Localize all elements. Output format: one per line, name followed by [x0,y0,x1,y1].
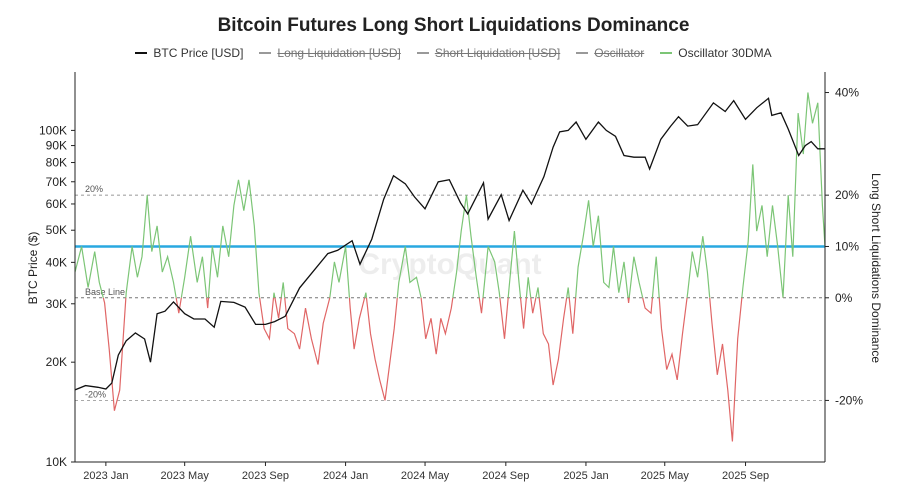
legend-swatch [259,52,272,54]
legend-swatch [135,52,148,54]
left-tick-label: 20K [46,355,67,369]
reference-line-label: Base Line [85,287,125,297]
left-tick-label: 70K [46,175,67,189]
left-tick-label: 10K [46,455,67,469]
left-tick-label: 100K [39,123,67,137]
left-tick-label: 30K [46,297,67,311]
left-tick-label: 50K [46,223,67,237]
right-tick-label: -20% [835,393,863,407]
x-tick-label: 2024 Jan [323,470,368,482]
legend-item[interactable]: Oscillator 30DMA [660,46,772,60]
legend-swatch [660,52,673,54]
reference-line-label: -20% [85,389,106,399]
legend-label: Oscillator 30DMA [678,46,772,60]
legend-item[interactable]: Oscillator [576,46,644,60]
x-tick-label: 2025 Sep [722,470,769,482]
right-tick-label: 0% [835,291,853,305]
legend-swatch [416,52,429,54]
legend-item[interactable]: BTC Price [USD] [135,46,243,60]
watermark: CryptoQuant [358,248,541,281]
legend-label: BTC Price [USD] [153,46,244,60]
left-tick-label: 60K [46,197,67,211]
right-tick-label: 20% [835,188,859,202]
x-tick-label: 2024 May [401,470,450,482]
left-tick-label: 90K [46,139,67,153]
left-axis-title: BTC Price ($) [26,232,40,305]
x-tick-label: 2023 Jan [83,470,128,482]
x-tick-label: 2023 May [161,470,210,482]
btc-price-line [74,97,825,391]
legend-item[interactable]: Short Liquidation [USD] [416,46,561,60]
left-tick-label: 80K [46,156,67,170]
x-tick-label: 2024 Sep [482,470,529,482]
legend-label: Oscillator [594,46,645,60]
oscillator-30dma-positive-line [75,92,825,298]
legend-swatch [576,52,589,54]
x-tick-label: 2023 Sep [242,470,289,482]
right-tick-label: 10% [835,239,859,253]
left-tick-label: 40K [46,255,67,269]
right-tick-label: 40% [835,86,859,100]
x-tick-label: 2025 May [641,470,690,482]
legend-label: Short Liquidation [USD] [434,46,561,60]
right-axis-title: Long Short Liquidations Dominance [869,173,883,363]
reference-line-label: 20% [85,184,103,194]
legend: BTC Price [USD] Long Liquidation [USD] Sho… [0,46,907,60]
x-tick-label: 2025 Jan [563,470,608,482]
legend-item[interactable]: Long Liquidation [USD] [259,46,401,60]
legend-label: Long Liquidation [USD] [277,46,401,60]
oscillator-30dma-negative-line [102,297,784,442]
chart-title: Bitcoin Futures Long Short Liquidations … [217,15,690,36]
